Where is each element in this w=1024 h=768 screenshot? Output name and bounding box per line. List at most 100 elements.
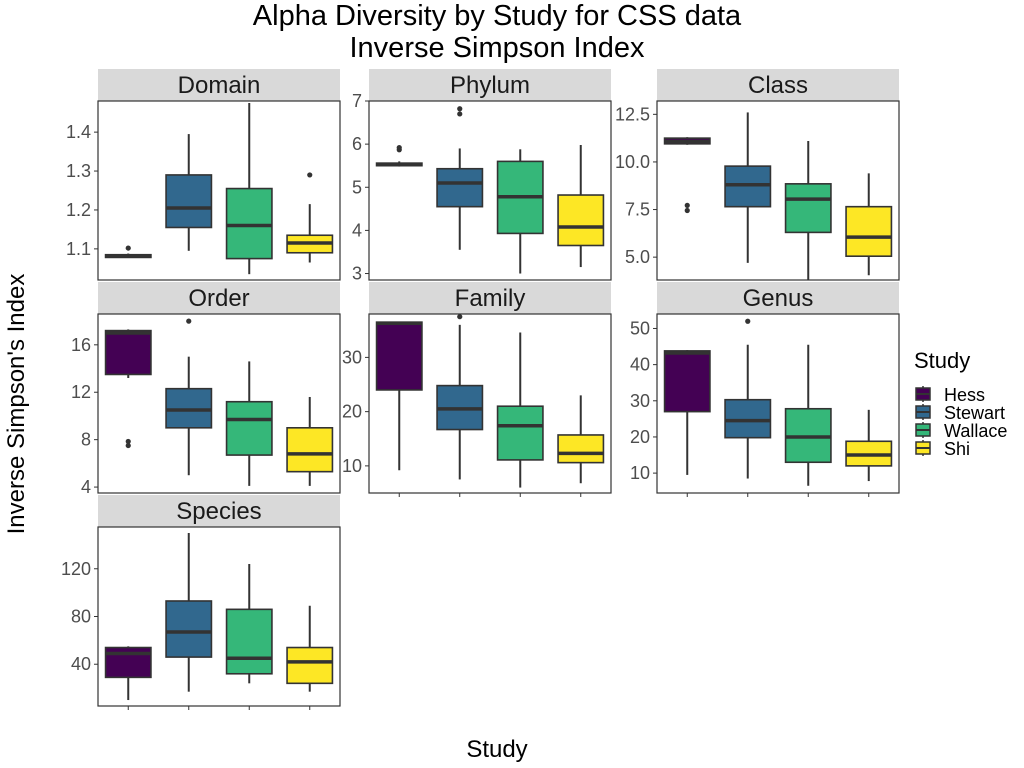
strip-label-order: Order	[188, 285, 249, 312]
box-family-shi	[557, 395, 605, 484]
strip-family	[369, 282, 611, 314]
outlier-point	[457, 314, 463, 320]
box-class-stewart	[724, 112, 772, 263]
y-tick-label: 10	[342, 456, 362, 476]
y-tick-label: 40	[630, 355, 650, 375]
strip-label-phylum: Phylum	[450, 72, 530, 99]
box-order-wallace	[225, 361, 273, 486]
box-genus-wallace	[784, 344, 832, 486]
box-genus-hess	[663, 350, 711, 475]
y-tick-label: 120	[61, 559, 91, 579]
box-phylum-stewart	[436, 106, 484, 250]
y-tick-label: 20	[342, 402, 362, 422]
box-genus-stewart	[724, 318, 772, 479]
panel-family: Family 10 20 30	[342, 282, 612, 497]
panel-border-class	[656, 100, 900, 281]
box-genus-shi	[845, 409, 893, 482]
panel-phylum: Phylum 3 4 5 6 7	[352, 69, 612, 284]
y-tick-label: 80	[71, 607, 91, 627]
outlier-point	[186, 318, 192, 324]
box-species-shi	[286, 605, 334, 692]
panel-border-species	[97, 526, 341, 707]
y-tick-label: 50	[630, 318, 650, 338]
y-tick-label: 7.5	[625, 200, 650, 220]
box-species-stewart	[165, 532, 213, 692]
legend-label: Shi	[944, 439, 970, 459]
chart-title-line1: Alpha Diversity by Study for CSS data	[253, 0, 742, 32]
box-species-wallace	[225, 563, 273, 684]
panel-border-genus	[656, 313, 900, 494]
strip-genus	[657, 282, 899, 314]
chart-title-line2: Inverse Simpson Index	[350, 32, 645, 64]
box-iqr	[784, 183, 832, 234]
box-family-stewart	[436, 314, 484, 480]
y-tick-label: 16	[71, 335, 91, 355]
y-tick-label: 5	[352, 177, 362, 197]
outlier-point	[745, 318, 751, 324]
legend-label: Wallace	[944, 421, 1007, 441]
box-class-hess	[663, 137, 711, 214]
y-tick-label: 1.4	[66, 122, 91, 142]
y-tick-label: 1.3	[66, 161, 91, 181]
outlier-point	[457, 106, 463, 112]
box-family-wallace	[496, 332, 544, 488]
strip-domain	[98, 69, 340, 101]
y-tick-label: 3	[352, 264, 362, 284]
y-axis-title: Inverse Simpson's Index	[3, 274, 30, 535]
x-axis-title: Study	[466, 736, 527, 763]
y-tick-label: 5.0	[625, 247, 650, 267]
strip-label-family: Family	[455, 285, 526, 312]
box-iqr	[496, 405, 544, 461]
panel-border-domain	[97, 100, 341, 281]
box-iqr	[165, 387, 213, 429]
panel-border-order	[97, 313, 341, 494]
y-tick-label: 30	[342, 347, 362, 367]
y-tick-label: 10.0	[615, 152, 650, 172]
strip-label-domain: Domain	[178, 72, 261, 99]
outlier-point	[684, 207, 690, 214]
y-tick-label: 4	[352, 220, 362, 240]
box-iqr	[724, 398, 772, 439]
y-tick-label: 10	[630, 463, 650, 483]
box-domain-hess	[104, 245, 152, 259]
panel-domain: Domain 1.1 1.2 1.3 1.4	[66, 69, 341, 281]
legend-label: Hess	[944, 385, 985, 405]
y-tick-label: 12	[71, 382, 91, 402]
legend-label: Stewart	[944, 403, 1005, 423]
outlier-point	[396, 144, 402, 151]
y-tick-label: 1.1	[66, 239, 91, 259]
y-tick-label: 7	[352, 91, 362, 111]
legend-item-stewart: Stewart	[915, 403, 1005, 423]
box-domain-stewart	[165, 134, 213, 251]
panel-genus: Genus 10 20 30 40 50	[630, 282, 900, 497]
y-tick-label: 6	[352, 134, 362, 154]
strip-label-species: Species	[176, 498, 261, 525]
panel-class: Class 5.0 7.5 10.0 12.5	[615, 69, 900, 281]
outlier-point	[125, 442, 131, 449]
box-class-shi	[845, 173, 893, 276]
box-phylum-wallace	[496, 149, 544, 274]
box-iqr	[104, 329, 152, 376]
box-iqr	[165, 600, 213, 658]
box-family-hess	[375, 321, 423, 471]
box-iqr	[225, 187, 273, 260]
facet-panels: Domain 1.1 1.2 1.3 1.4 Phylum 3 4 5 6 7 Class 5.0 7.5…	[61, 69, 900, 710]
y-tick-label: 12.5	[615, 104, 650, 124]
box-iqr	[286, 646, 334, 685]
box-iqr	[557, 194, 605, 247]
box-domain-wallace	[225, 102, 273, 275]
strip-species	[98, 495, 340, 527]
panel-species: Species 40 80 120	[61, 495, 341, 710]
outlier-point	[457, 111, 463, 117]
y-tick-label: 20	[630, 427, 650, 447]
strip-order	[98, 282, 340, 314]
legend-item-shi: Shi	[915, 439, 970, 459]
box-order-hess	[104, 329, 152, 449]
box-class-wallace	[784, 140, 832, 280]
box-domain-shi	[286, 172, 334, 263]
box-phylum-shi	[557, 144, 605, 268]
box-phylum-hess	[375, 144, 423, 167]
box-iqr	[225, 400, 273, 456]
